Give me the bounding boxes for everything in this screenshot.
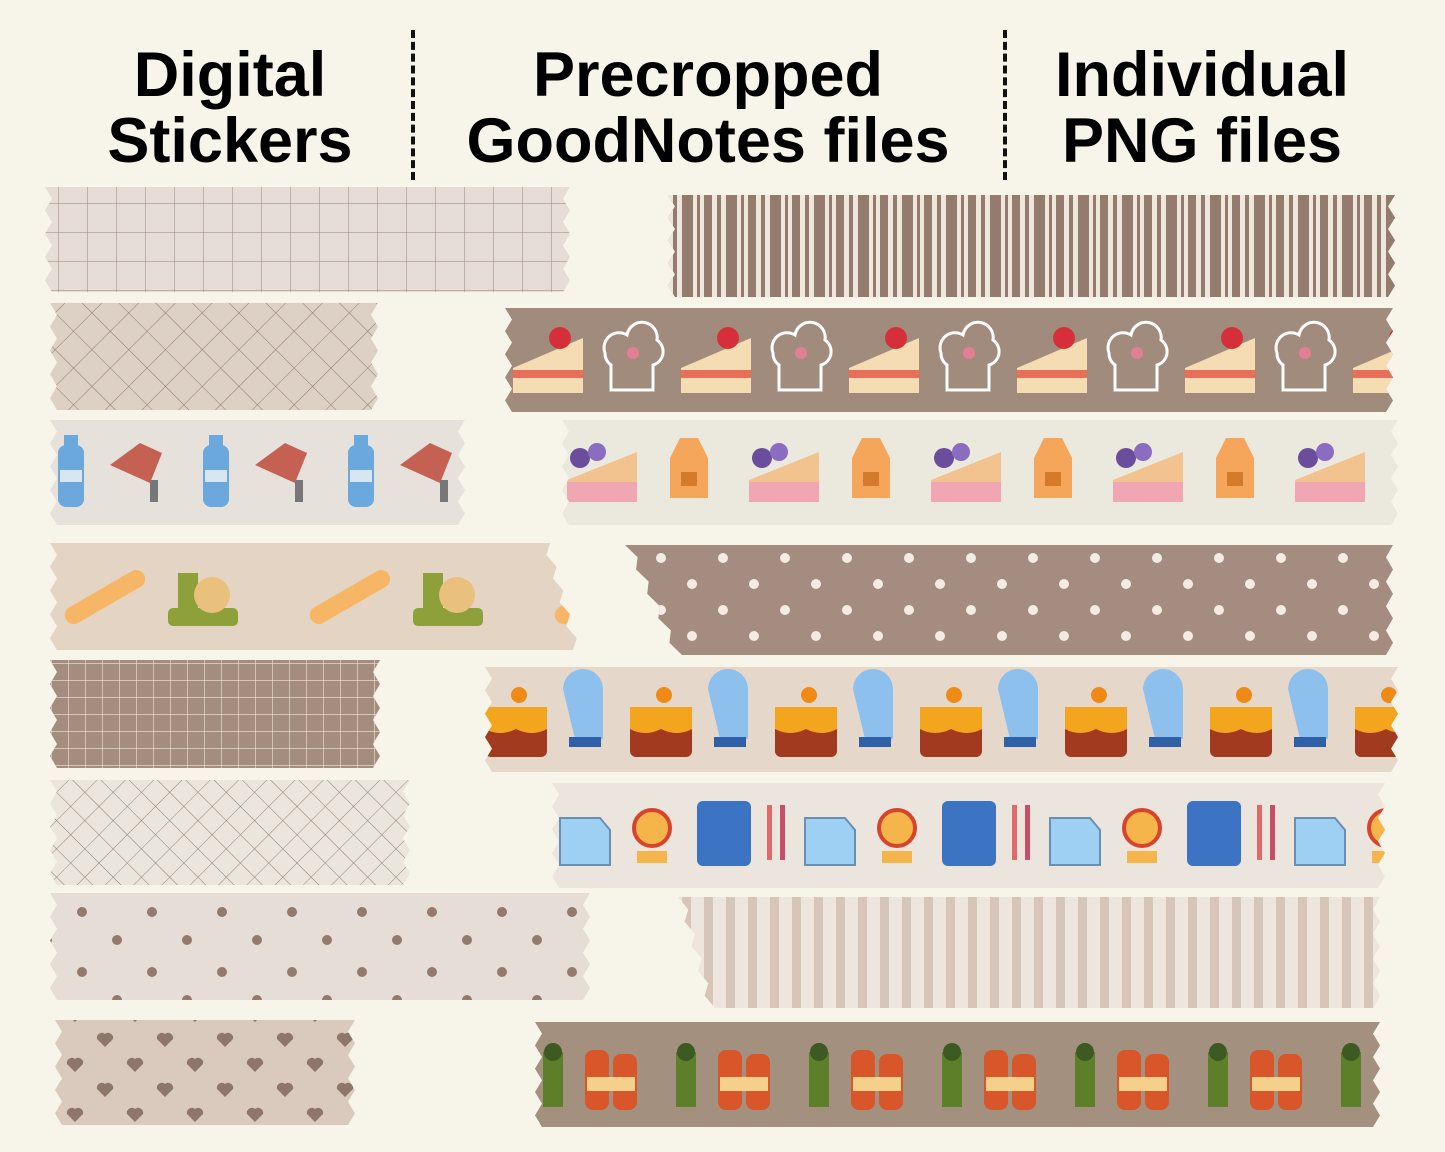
header-line: Stickers <box>107 106 353 176</box>
header-line: Individual <box>1054 40 1350 110</box>
tape-pattern <box>50 660 380 768</box>
tape-pattern <box>485 667 1398 772</box>
tape-pattern <box>562 420 1398 525</box>
tape-pattern <box>678 897 1380 1008</box>
tape-pattern <box>552 783 1385 888</box>
tape-pattern <box>535 1022 1380 1127</box>
tape-pattern <box>505 308 1393 412</box>
header-line: Digital <box>133 40 327 110</box>
header-column: Individual PNG files <box>922 42 1445 174</box>
tape-pattern <box>50 303 378 410</box>
tape-pattern <box>668 195 1395 297</box>
header-line: GoodNotes files <box>466 106 950 176</box>
header-line: Precropped <box>532 40 884 110</box>
tape-pattern <box>50 543 577 650</box>
header-column: Precropped GoodNotes files <box>428 42 988 174</box>
header-line: PNG files <box>1061 106 1343 176</box>
tape-group <box>45 187 1398 1127</box>
tape-pattern <box>50 780 410 885</box>
tape-pattern <box>50 893 590 1000</box>
tape-pattern <box>50 420 465 525</box>
tape-pattern <box>625 545 1393 655</box>
separator <box>1003 30 1007 180</box>
tape-pattern <box>45 187 570 292</box>
separator <box>411 30 415 180</box>
tape-pattern <box>55 1020 355 1125</box>
header-column: Digital Stickers <box>0 42 510 174</box>
